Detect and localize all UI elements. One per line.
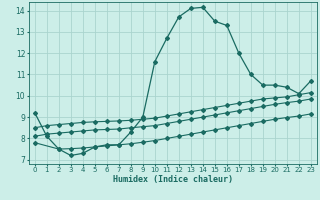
X-axis label: Humidex (Indice chaleur): Humidex (Indice chaleur): [113, 175, 233, 184]
